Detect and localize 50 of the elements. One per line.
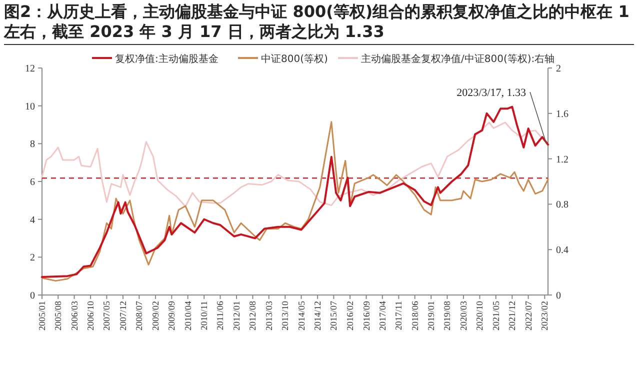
x-tick-label: 2022/07 (523, 300, 534, 331)
y2-tick-label: 2 (556, 64, 561, 74)
x-tick-label: 2007/05 (102, 300, 112, 331)
y-tick-label: 6 (30, 177, 35, 188)
x-tick-label: 2005/08 (53, 300, 64, 331)
x-tick-label: 2020/03 (458, 300, 468, 331)
chart-title: 图2：从历史上看，主动偏股基金与中证 800(等权)组合的累积复权净值之比的中枢在 1 左右，截至 2023 年 3 月 17 日，两者之比为 1.33 (4, 2, 634, 45)
x-tick-label: 2016/02 (345, 301, 356, 331)
y-tick-label: 10 (25, 101, 35, 112)
x-tick-label: 2011/06 (215, 300, 226, 330)
y-tick-label: 4 (30, 214, 35, 226)
x-tick-label: 2013/03 (264, 300, 274, 331)
x-tick-label: 2010/04 (182, 300, 193, 331)
x-tick-label: 2019/08 (442, 300, 452, 331)
y2-tick-label: 0.4 (556, 245, 568, 256)
x-tick-label: 2007/12 (118, 301, 128, 331)
x-tick-label: 2021/05 (490, 300, 501, 331)
legend-label: 复权净值:主动偏股基金 (115, 53, 218, 65)
x-tick-label: 2010/11 (199, 301, 210, 330)
x-tick-label: 2009/09 (166, 300, 177, 331)
x-tick-label: 2013/10 (280, 300, 290, 331)
x-tick-label: 2014/12 (312, 301, 323, 331)
x-tick-label: 2006/03 (69, 300, 80, 331)
x-tick-label: 2020/10 (474, 300, 485, 331)
x-tick-label: 2023/02 (540, 301, 550, 331)
x-tick-label: 2017/04 (377, 300, 388, 331)
legend-label: 中证800(等权) (261, 53, 328, 65)
x-tick-label: 2008/07 (134, 300, 144, 331)
x-tick-label: 2012/01 (232, 301, 242, 331)
y-tick-label: 2 (30, 252, 35, 264)
y2-tick-label: 1.2 (556, 154, 568, 166)
y2-tick-label: 0.8 (556, 200, 568, 211)
x-tick-label: 2019/01 (426, 301, 436, 331)
x-tick-label: 2017/11 (394, 301, 404, 330)
y2-tick-label: 0 (556, 290, 561, 302)
x-tick-label: 2005/01 (37, 301, 47, 331)
x-tick-label: 2009/02 (150, 301, 161, 331)
y-tick-label: 0 (30, 290, 35, 302)
legend-label: 主动偏股基金复权净值/中证800(等权):右轴 (361, 53, 555, 65)
annotation: 2023/3/17, 1.33 (456, 87, 526, 99)
x-tick-label: 2006/10 (86, 300, 96, 331)
y2-tick-label: 1.6 (556, 108, 568, 120)
x-tick-label: 2015/07 (328, 300, 339, 331)
y-tick-label: 8 (30, 139, 35, 150)
x-tick-label: 2018/06 (410, 300, 420, 331)
y-tick-label: 12 (25, 64, 35, 74)
x-tick-label: 2016/09 (361, 300, 372, 331)
x-tick-label: 2012/08 (248, 300, 258, 331)
x-tick-label: 2021/12 (507, 301, 518, 331)
x-tick-label: 2014/05 (296, 300, 306, 331)
